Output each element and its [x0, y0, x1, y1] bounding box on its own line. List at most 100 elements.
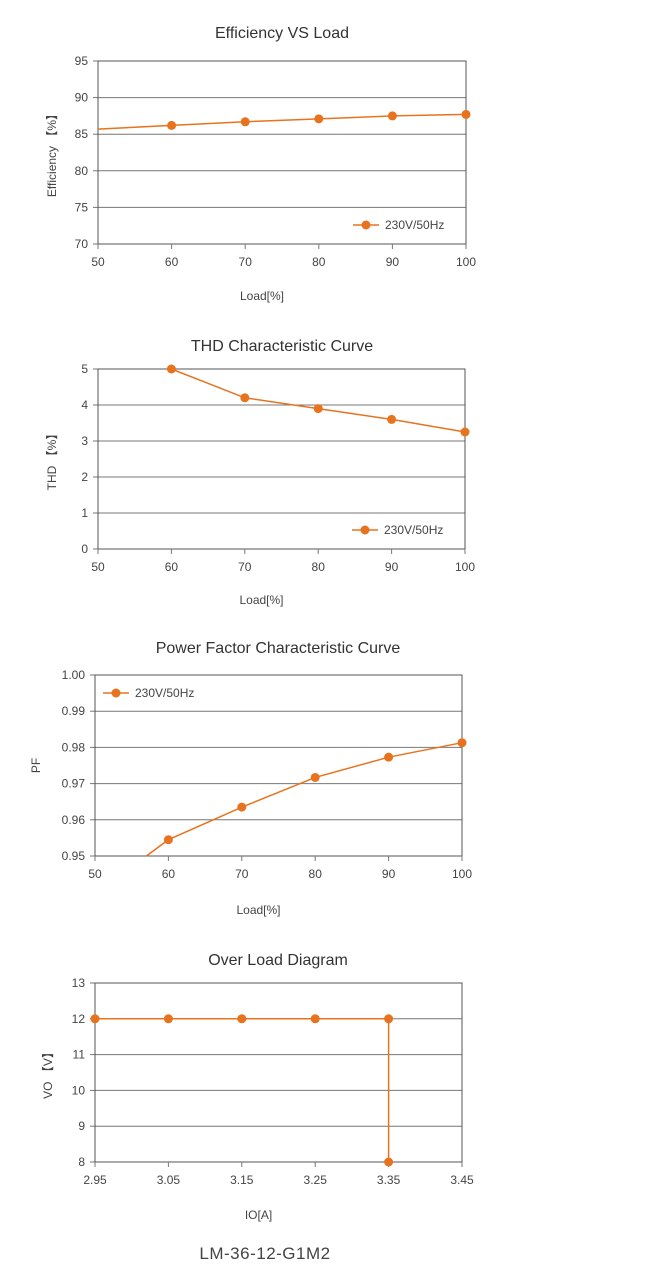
x-tick-label: 90 — [385, 560, 399, 574]
data-point — [163, 835, 173, 845]
y-tick-label: 13 — [72, 976, 86, 990]
chart-title: Over Load Diagram — [208, 952, 348, 969]
x-tick-label: 50 — [88, 867, 102, 881]
y-tick-label: 85 — [75, 127, 89, 141]
y-tick-label: 3 — [81, 434, 88, 448]
y-tick-label: 5 — [81, 362, 88, 376]
data-point — [460, 427, 470, 437]
data-point — [237, 1014, 247, 1024]
data-point — [240, 117, 250, 127]
chart-title: Power Factor Characteristic Curve — [156, 640, 401, 657]
model-number: LM-36-12-G1M2 — [199, 1244, 331, 1263]
y-tick-label: 11 — [73, 1048, 86, 1062]
x-tick-label: 3.25 — [304, 1173, 328, 1187]
data-point — [313, 404, 323, 414]
chart-3: Power Factor Characteristic Curve 0.95 0.9… — [29, 640, 472, 917]
x-tick-label: 60 — [162, 867, 176, 881]
x-tick-label: 60 — [165, 560, 179, 574]
data-point — [167, 120, 177, 130]
legend-marker — [361, 220, 371, 230]
y-tick-label: 0.96 — [62, 813, 86, 827]
data-point — [384, 1014, 394, 1024]
data-point — [310, 772, 320, 782]
data-point — [461, 109, 471, 119]
x-tick-label: 70 — [239, 255, 253, 269]
y-tick-label: 4 — [81, 398, 88, 412]
data-point — [90, 1014, 100, 1024]
y-tick-label: 0.99 — [62, 704, 86, 718]
legend-label: 230V/50Hz — [135, 686, 194, 700]
data-point — [240, 393, 250, 403]
x-tick-label: 50 — [91, 560, 105, 574]
data-point — [384, 1157, 394, 1167]
y-tick-label: 1 — [81, 506, 88, 520]
y-axis-label: VO 【V】 — [41, 1046, 55, 1099]
y-tick-label: 75 — [75, 200, 89, 214]
x-tick-label: 70 — [238, 560, 252, 574]
x-tick-label: 100 — [455, 560, 475, 574]
x-tick-label: 3.15 — [230, 1173, 254, 1187]
series-line — [95, 1018, 390, 1162]
chart-2: THD Characteristic Curve 0 1 2 3 4 5 50 60 70 80 90… — [45, 338, 475, 607]
data-point — [387, 414, 397, 424]
x-tick-label: 80 — [312, 255, 326, 269]
legend-marker — [360, 525, 370, 535]
series-line — [97, 113, 467, 130]
legend-label: 230V/50Hz — [385, 218, 444, 232]
x-axis-label: IO[A] — [245, 1208, 272, 1222]
x-axis-label: Load[%] — [236, 903, 280, 917]
y-tick-label: 1.00 — [62, 668, 86, 682]
data-point — [314, 114, 324, 124]
y-tick-label: 0.97 — [62, 777, 86, 791]
x-tick-label: 90 — [382, 867, 396, 881]
y-axis-label: Efficiency 【%】 — [45, 108, 59, 197]
data-point — [163, 1014, 173, 1024]
y-tick-label: 80 — [75, 164, 89, 178]
y-tick-label: 90 — [75, 91, 89, 105]
legend-marker — [111, 688, 121, 698]
y-tick-label: 10 — [72, 1083, 86, 1097]
y-tick-label: 0.98 — [62, 740, 86, 754]
plot-frame — [94, 674, 463, 857]
chart-4: Over Load Diagram 8 9 10 11 12 13 2.95 3.05 3.15 3… — [41, 952, 474, 1222]
y-tick-label: 12 — [72, 1012, 86, 1026]
plot-frame — [97, 60, 467, 245]
data-point — [310, 1014, 320, 1024]
series-line — [145, 741, 463, 857]
x-tick-label: 80 — [309, 867, 323, 881]
data-point — [384, 752, 394, 762]
x-axis-label: Load[%] — [239, 593, 283, 607]
y-tick-label: 8 — [78, 1155, 85, 1169]
x-axis-label: Load[%] — [240, 289, 284, 303]
x-tick-label: 50 — [91, 255, 105, 269]
chart-1: Efficiency VS Load 70 75 80 85 90 95 50 60 70 80 90… — [45, 25, 476, 303]
x-tick-label: 3.35 — [377, 1173, 401, 1187]
y-tick-label: 2 — [81, 470, 88, 484]
y-axis-label: THD 【%】 — [45, 428, 59, 491]
x-tick-label: 70 — [235, 867, 249, 881]
y-tick-label: 95 — [75, 54, 89, 68]
x-tick-label: 3.45 — [450, 1173, 474, 1187]
y-tick-label: 70 — [75, 237, 89, 251]
y-tick-label: 9 — [78, 1119, 85, 1133]
x-tick-label: 80 — [312, 560, 326, 574]
data-point — [166, 364, 176, 374]
plot-frame — [94, 982, 463, 1163]
data-point — [457, 738, 467, 748]
x-tick-label: 3.05 — [157, 1173, 181, 1187]
y-tick-label: 0 — [81, 542, 88, 556]
y-axis-label: PF — [29, 758, 43, 773]
x-tick-label: 100 — [452, 867, 472, 881]
legend-label: 230V/50Hz — [384, 523, 443, 537]
x-tick-label: 2.95 — [83, 1173, 107, 1187]
plot-frame — [97, 368, 466, 550]
chart-title: THD Characteristic Curve — [191, 338, 373, 355]
data-point — [387, 111, 397, 121]
x-tick-label: 90 — [386, 255, 400, 269]
y-tick-label: 0.95 — [62, 849, 86, 863]
data-point — [237, 802, 247, 812]
x-tick-label: 100 — [456, 255, 476, 269]
x-tick-label: 60 — [165, 255, 179, 269]
series-line — [171, 368, 466, 433]
